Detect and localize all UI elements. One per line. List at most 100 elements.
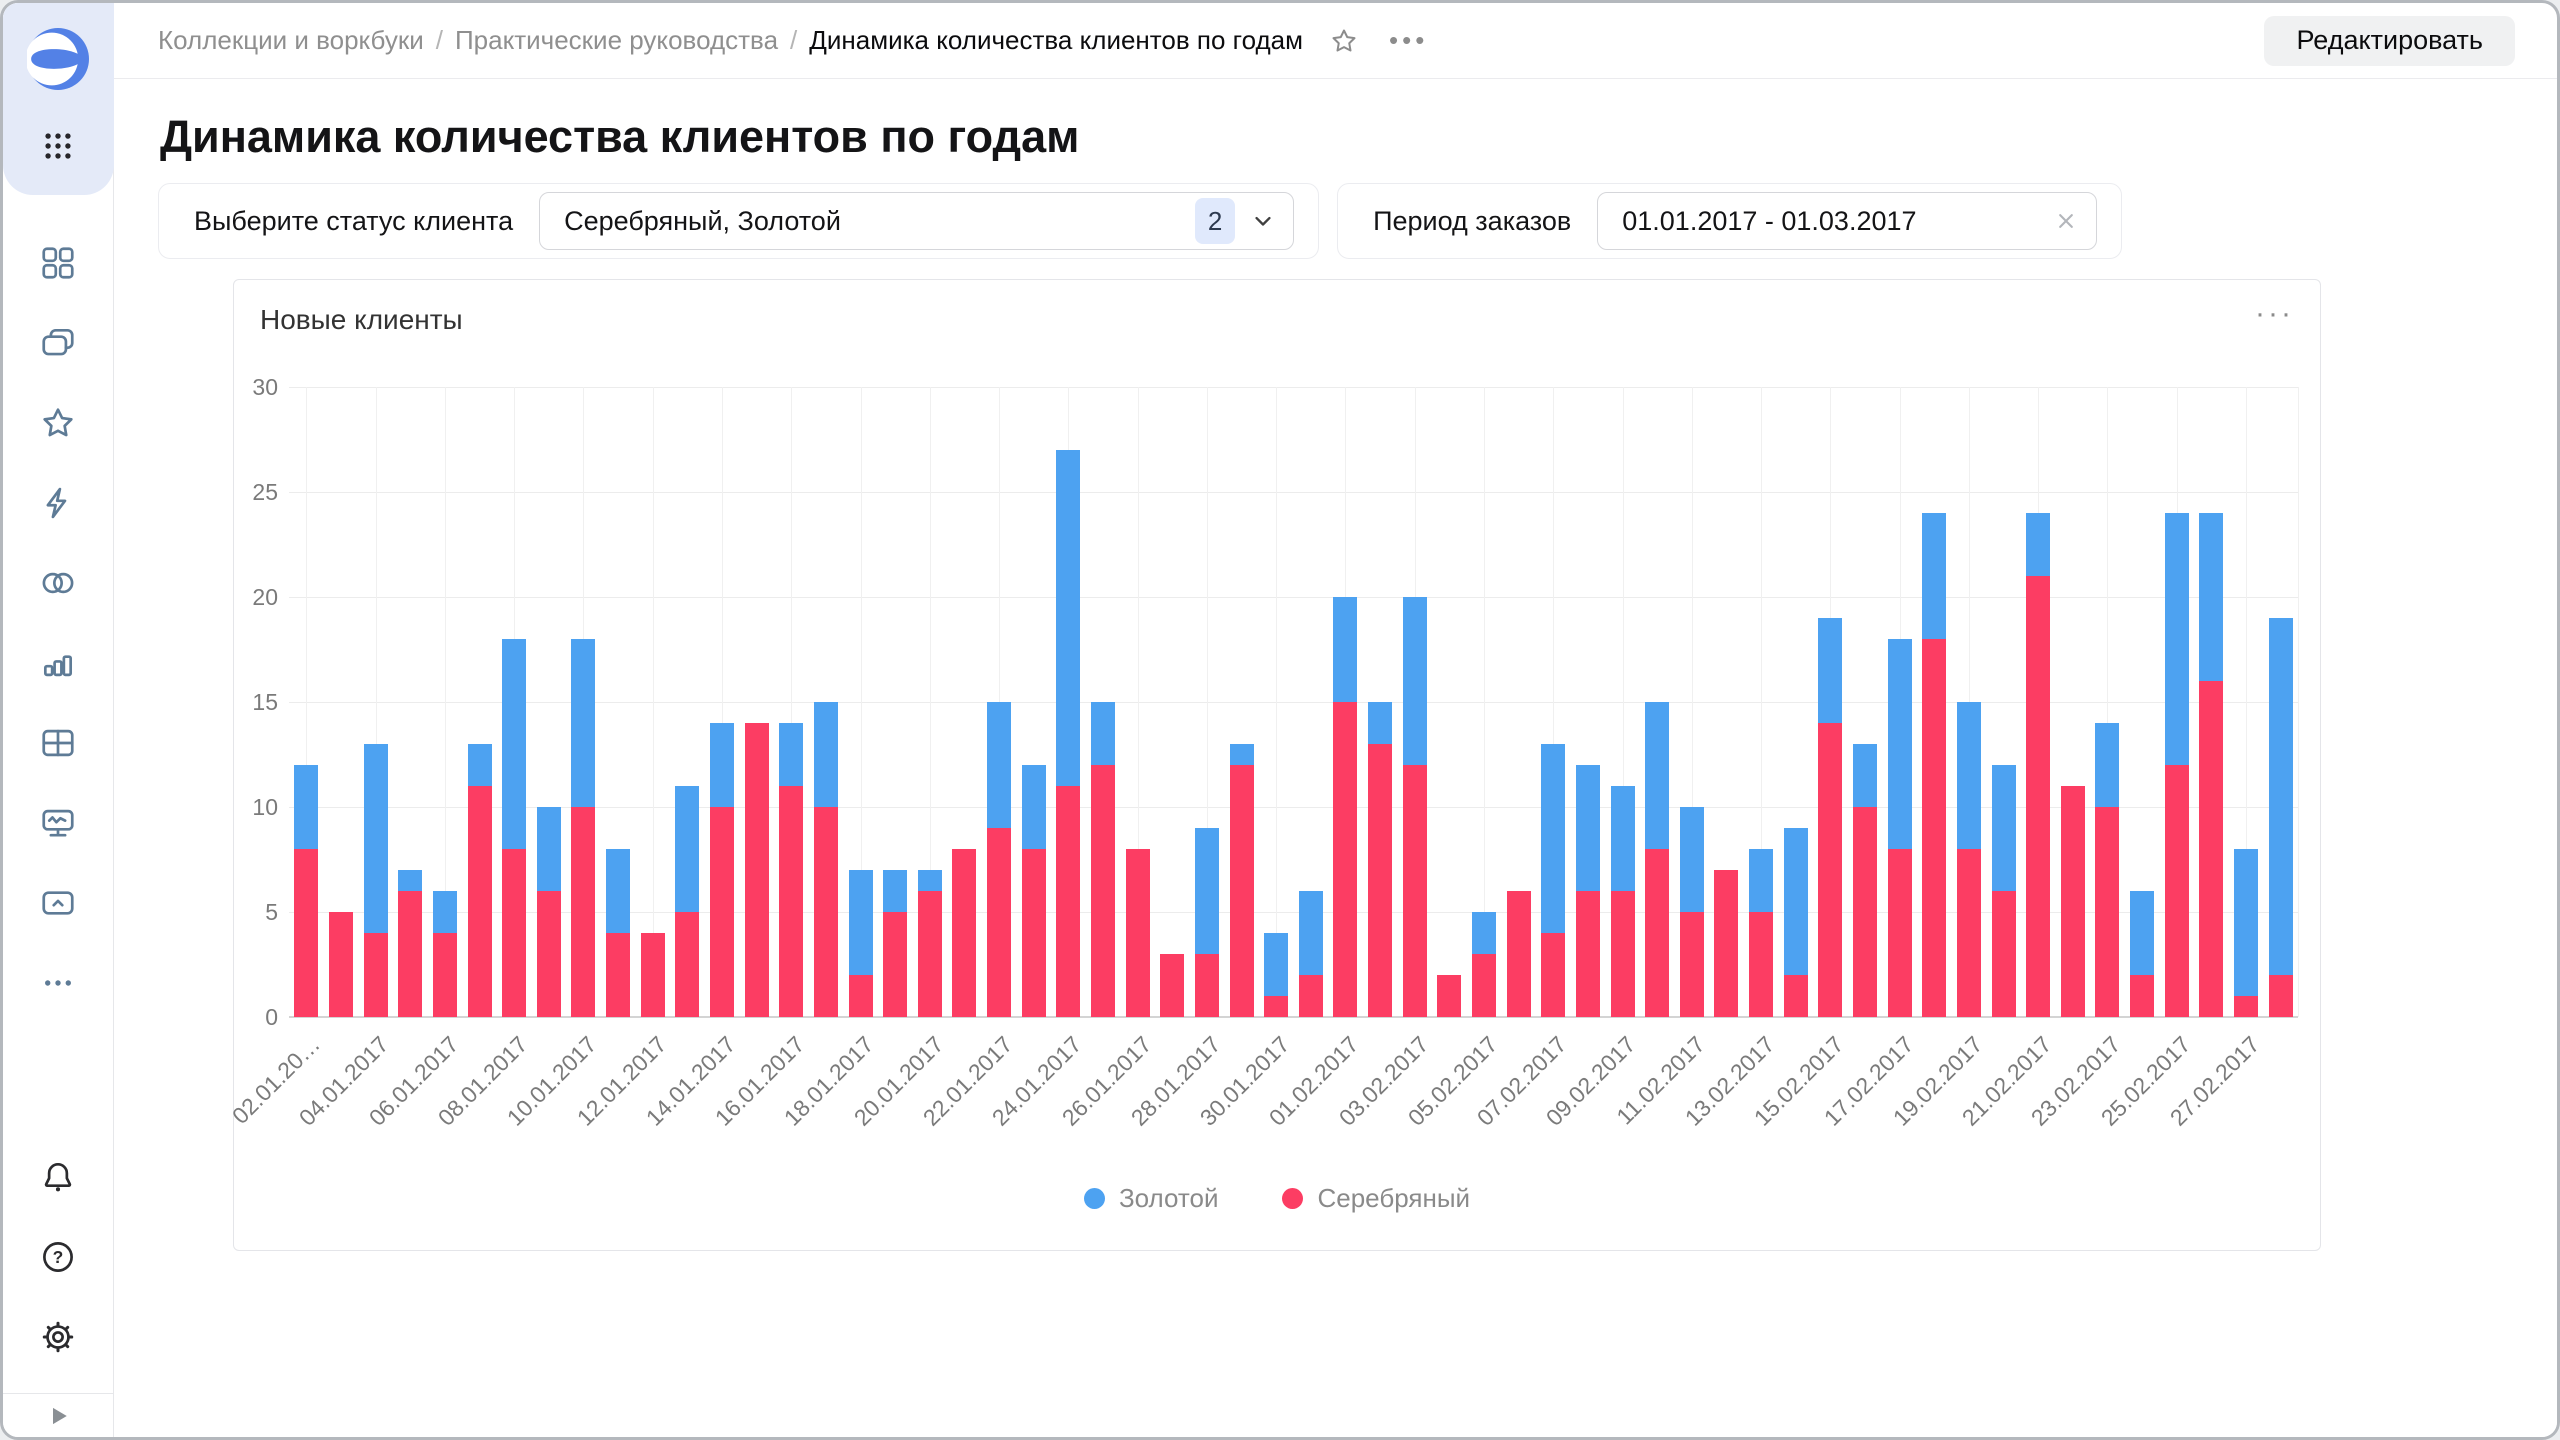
bar-11.01.2017[interactable] [606,849,631,1017]
bar-09.01.2017[interactable] [536,807,561,1017]
bell-icon[interactable] [38,1157,78,1197]
bar-segment-silver [467,786,492,1017]
bar-04.01.2017[interactable] [363,744,388,1017]
monitor-pulse-icon[interactable] [38,803,78,843]
bar-26.01.2017[interactable] [1125,849,1150,1017]
datasets-circles-icon[interactable] [38,563,78,603]
bar-06.01.2017[interactable] [432,891,457,1017]
table-grid-icon[interactable] [38,723,78,763]
bar-01.02.2017[interactable] [1333,597,1358,1017]
clear-x-icon[interactable] [2052,207,2080,235]
breadcrumb-item-guides[interactable]: Практические руководства [454,25,779,55]
bar-segment-gold [1333,597,1358,702]
bar-14.01.2017[interactable] [709,723,734,1017]
datalens-logo-icon[interactable] [25,28,89,90]
bar-24.01.2017[interactable] [1056,450,1081,1017]
bar-19.01.2017[interactable] [883,870,908,1017]
bar-15.02.2017[interactable] [1818,618,1843,1017]
bar-23.02.2017[interactable] [2095,723,2120,1017]
bar-07.02.2017[interactable] [1541,744,1566,1017]
bar-26.02.2017[interactable] [2199,513,2224,1017]
bar-27.01.2017[interactable] [1160,954,1185,1017]
bar-segment-gold [502,639,527,849]
more-dots-icon[interactable] [38,963,78,1003]
bar-segment-silver [1956,849,1981,1017]
bar-06.02.2017[interactable] [1506,891,1531,1017]
bar-22.02.2017[interactable] [2060,786,2085,1017]
bar-21.02.2017[interactable] [2026,513,2051,1017]
breadcrumb-item-collections[interactable]: Коллекции и воркбуки [158,25,424,55]
bar-18.02.2017[interactable] [1922,513,1947,1017]
status-select[interactable]: Серебряный, Золотой 2 [539,192,1295,250]
edit-button[interactable]: Редактировать [2264,15,2515,66]
gold-legend-label: Золотой [1118,1183,1219,1213]
storage-box-icon[interactable] [38,883,78,923]
bar-09.02.2017[interactable] [1610,786,1635,1017]
bar-19.02.2017[interactable] [1956,702,1981,1017]
chevron-down-icon[interactable] [1249,207,1277,235]
bar-29.01.2017[interactable] [1229,744,1254,1017]
legend-item-gold[interactable]: Золотой [1083,1183,1219,1214]
bar-27.02.2017[interactable] [2234,849,2259,1017]
bar-22.01.2017[interactable] [987,702,1012,1017]
sidebar-nav [38,243,78,1003]
bar-segment-silver [1402,765,1427,1017]
bar-16.02.2017[interactable] [1853,744,1878,1017]
sidebar-expand-button[interactable] [3,1393,114,1437]
bar-25.02.2017[interactable] [2164,513,2189,1017]
bar-04.02.2017[interactable] [1437,975,1462,1017]
bar-15.01.2017[interactable] [744,723,769,1017]
bar-chart-icon[interactable] [38,643,78,683]
bar-16.01.2017[interactable] [779,723,804,1017]
bar-17.02.2017[interactable] [1887,639,1912,1017]
bar-03.02.2017[interactable] [1402,597,1427,1017]
bar-02.02.2017[interactable] [1368,702,1393,1017]
bar-segment-gold [432,891,457,933]
filter-status-widget: Выберите статус клиента Серебряный, Золо… [158,183,1320,259]
bar-23.01.2017[interactable] [1021,765,1046,1017]
bar-25.01.2017[interactable] [1090,702,1115,1017]
period-date-input[interactable]: 01.01.2017 - 01.03.2017 [1597,192,2098,250]
favorites-star-icon[interactable] [38,403,78,443]
collections-icon[interactable] [38,323,78,363]
bar-07.01.2017[interactable] [467,744,492,1017]
help-circle-icon[interactable]: ? [38,1237,78,1277]
gridline-vertical [1553,387,1555,1017]
bar-20.02.2017[interactable] [1991,765,2016,1017]
main-area: Коллекции и воркбуки / Практические руко… [114,3,2557,1437]
bar-03.01.2017[interactable] [328,912,353,1017]
bar-13.02.2017[interactable] [1749,849,1774,1017]
breadcrumb-more-icon[interactable]: ••• [1388,25,1429,55]
legend-item-silver[interactable]: Серебряный [1282,1183,1470,1214]
bar-12.01.2017[interactable] [640,933,665,1017]
bar-24.02.2017[interactable] [2130,891,2155,1017]
settings-gear-icon[interactable] [38,1317,78,1357]
bar-28.01.2017[interactable] [1194,828,1219,1017]
bar-segment-silver [1645,849,1670,1017]
bar-10.01.2017[interactable] [571,639,596,1017]
bar-31.01.2017[interactable] [1298,891,1323,1017]
bar-21.01.2017[interactable] [952,849,977,1017]
bar-05.02.2017[interactable] [1472,912,1496,1017]
bar-17.01.2017[interactable] [813,702,838,1017]
bar-20.01.2017[interactable] [917,870,942,1017]
gridline [289,492,2298,493]
bar-14.02.2017[interactable] [1783,828,1808,1017]
bar-28.02.2017[interactable] [2268,618,2293,1017]
favorite-star-icon[interactable] [1329,26,1359,56]
bar-08.02.2017[interactable] [1575,765,1600,1017]
bar-11.02.2017[interactable] [1679,807,1704,1017]
bar-08.01.2017[interactable] [502,639,527,1017]
layout-squares-icon[interactable] [38,243,78,283]
bar-10.02.2017[interactable] [1645,702,1670,1017]
bar-02.01.2017[interactable] [294,765,319,1017]
status-count-badge: 2 [1195,198,1236,244]
bar-30.01.2017[interactable] [1264,933,1289,1017]
chart-menu-icon[interactable]: ··· [2255,297,2294,330]
bar-05.01.2017[interactable] [398,870,423,1017]
lightning-icon[interactable] [38,483,78,523]
bar-13.01.2017[interactable] [675,786,700,1017]
bar-12.02.2017[interactable] [1714,870,1739,1017]
apps-grid-dots-icon[interactable] [38,126,78,166]
bar-18.01.2017[interactable] [848,870,873,1017]
